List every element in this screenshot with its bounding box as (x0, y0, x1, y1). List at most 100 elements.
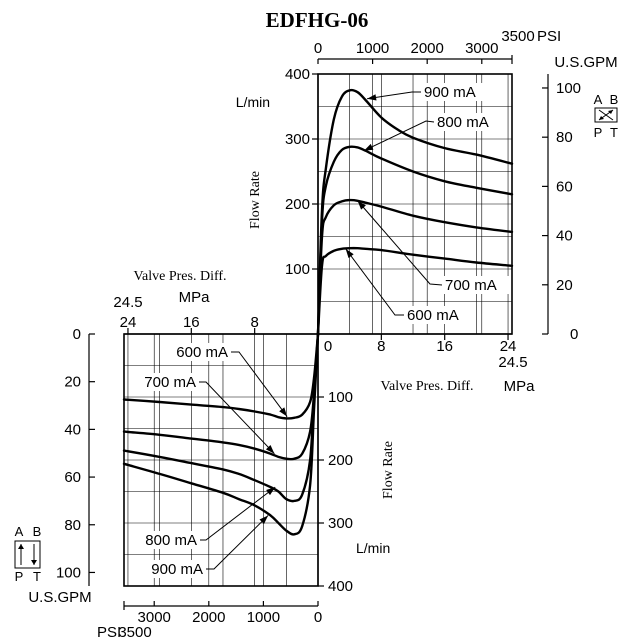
q1-label-800-ma: 800 mA (437, 114, 489, 131)
q3-valve-symbol-arrow-1 (18, 544, 24, 549)
q3-gpm-unit-label: U.S.GPM (28, 589, 91, 606)
q3-leader-800-ma (200, 486, 276, 541)
q3-x-tick-label-1: 16 (183, 314, 200, 331)
q1-gpm-tick-label-2: 40 (556, 228, 573, 245)
q1-valve-symbol-arrow-1 (608, 110, 613, 114)
q1-valve-symbol-box (594, 107, 618, 123)
q3-valve-symbol-box (14, 540, 41, 569)
q1-label-bg-600-ma (405, 306, 473, 324)
q1-psi-unit-label: PSI (537, 28, 561, 45)
q1-y-tick-label-3: 400 (285, 66, 310, 83)
q3-port-t-label: T (33, 569, 41, 584)
q1-arrow-900-ma (367, 94, 377, 101)
q3-port-a-label: A (15, 524, 24, 539)
q3-y-tick-label-1: 200 (328, 452, 353, 469)
q3-x-axis-label: Valve Pres. Diff. (133, 269, 226, 284)
q1-y-unit-label: L/min (236, 94, 270, 110)
q3-gpm-tick-label-1: 20 (64, 374, 81, 391)
q3-psi-tick-label-max: 3500 (118, 624, 151, 639)
q3-arrow-900-ma (259, 515, 269, 524)
q1-label-700-ma: 700 mA (445, 277, 497, 294)
q1-y-tick-label-1: 200 (285, 196, 310, 213)
q1-port-t-label: T (610, 125, 618, 140)
chart-title: EDFHG-06 (266, 8, 369, 32)
q3-label-900-ma: 900 mA (151, 561, 203, 578)
q3-psi-unit-label: PSI (97, 624, 121, 639)
q1-arrow-800-ma (363, 143, 374, 151)
q1-series-900-ma (316, 88, 514, 336)
q1-arrow-700-ma (357, 200, 366, 210)
q3-gpm-tick-label-0: 0 (73, 326, 81, 343)
q3-y-axis-label: Flow Rate (381, 441, 396, 499)
q3-label-800-ma: 800 mA (145, 532, 197, 549)
q1-x-tick-label-0: 0 (324, 338, 332, 355)
q3-y-unit-label: L/min (356, 540, 390, 556)
q3-series-600-ma (122, 332, 320, 420)
q1-y-tick-label-2: 300 (285, 131, 310, 148)
q1-x-axis-label: Valve Pres. Diff. (380, 379, 473, 394)
q1-leader-900-ma (367, 91, 421, 100)
q1-psi-tick-label-max: 3500 (501, 28, 534, 45)
q1-y-axis-label: Flow Rate (248, 171, 263, 229)
q3-psi-tick-label-0: 0 (314, 609, 322, 626)
q3-x-tick-label-2: 24 (120, 314, 137, 331)
q3-series-800-ma (122, 332, 320, 503)
q3-label-600-ma: 600 mA (176, 344, 228, 361)
q1-label-600-ma: 600 mA (407, 307, 459, 324)
q3-gpm-tick-label-3: 60 (64, 469, 81, 486)
q3-leader-700-ma (199, 381, 275, 455)
q1-valve-symbol-arrow-2 (599, 116, 604, 120)
q1-arrow-600-ma (345, 248, 354, 258)
q3-x-unit-label: MPa (179, 289, 211, 306)
q1-gpm-tick-label-5: 100 (556, 80, 581, 97)
q1-port-b-label: B (610, 92, 619, 107)
q3-x-tick-label-0: 8 (250, 314, 258, 331)
q3-y-tick-label-3: 400 (328, 578, 353, 595)
q3-label-bg-800-ma (131, 531, 199, 549)
q1-leader-800-ma (363, 120, 435, 152)
q1-label-bg-900-ma (422, 83, 490, 101)
q3-series-700-ma (122, 332, 320, 461)
q3-valve-symbol-arrow-2 (31, 560, 37, 565)
q1-leader-600-ma (345, 248, 404, 316)
q3-y-tick-label-0: 100 (328, 389, 353, 406)
q3-port-b-label: B (33, 524, 42, 539)
q1-psi-tick-label-0: 0 (314, 40, 322, 57)
q3-leader-900-ma (206, 515, 269, 570)
q1-gpm-tick-label-3: 60 (556, 178, 573, 195)
q3-gpm-tick-label-4: 80 (64, 517, 81, 534)
q3-port-p-label: P (15, 569, 24, 584)
q3-label-bg-700-ma (130, 373, 198, 391)
q3-psi-tick-label-2: 2000 (192, 609, 225, 626)
q1-x-tick-label-max: 24.5 (498, 354, 527, 371)
q1-port-p-label: P (594, 125, 603, 140)
q3-label-bg-600-ma (162, 343, 230, 361)
chart-series-layer: 900 mA 800 mA 700 mA 600 mA 600 mA 700 mA 800 … (122, 83, 514, 578)
q1-gpm-unit-label: U.S.GPM (554, 54, 617, 71)
q3-arrow-600-ma (279, 407, 288, 417)
q3-arrow-800-ma (266, 487, 276, 496)
q1-x-tick-label-2: 16 (436, 338, 453, 355)
q1-series-600-ma (316, 246, 514, 336)
q3-label-700-ma: 700 mA (144, 374, 196, 391)
q3-leader-600-ma (231, 351, 288, 417)
q1-psi-tick-label-2: 2000 (411, 40, 444, 57)
q1-label-bg-800-ma (435, 113, 503, 131)
q1-psi-tick-label-3: 3000 (465, 40, 498, 57)
q3-psi-tick-label-1: 1000 (247, 609, 280, 626)
q3-y-tick-label-2: 300 (328, 515, 353, 532)
q1-series-800-ma (316, 145, 514, 336)
q1-label-900-ma: 900 mA (424, 84, 476, 101)
q1-gpm-tick-label-4: 80 (556, 129, 573, 146)
q1-leader-700-ma (357, 200, 443, 286)
q1-gpm-tick-label-1: 20 (556, 277, 573, 294)
q1-gpm-tick-label-0: 0 (570, 326, 578, 343)
q1-y-tick-label-0: 100 (285, 261, 310, 278)
q1-x-tick-label-1: 8 (377, 338, 385, 355)
q1-port-a-label: A (594, 92, 603, 107)
q3-arrow-700-ma (265, 445, 275, 454)
q3-psi-tick-label-3: 3000 (138, 609, 171, 626)
q3-gpm-tick-label-5: 100 (56, 564, 81, 581)
